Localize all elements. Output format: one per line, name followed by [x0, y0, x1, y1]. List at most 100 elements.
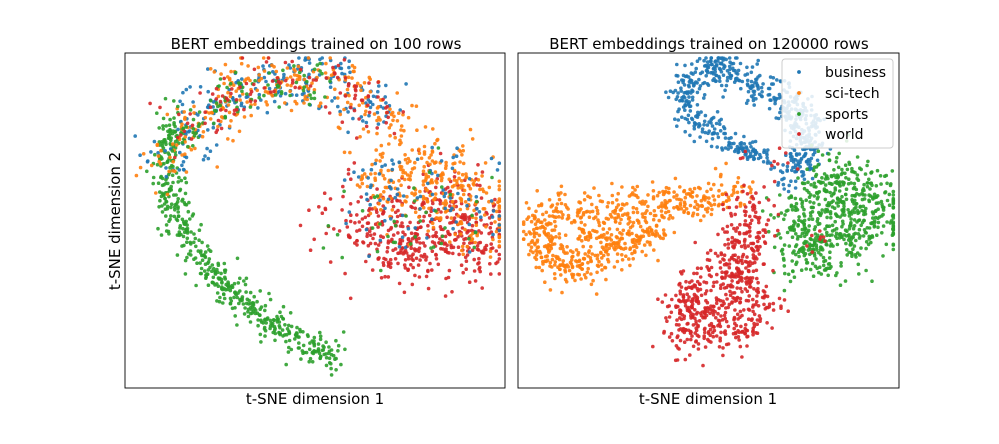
- scatter-point-sports: [817, 221, 822, 226]
- scatter-point-world: [353, 93, 358, 98]
- scatter-point-business: [714, 59, 718, 63]
- scatter-point-sports: [162, 202, 167, 206]
- scatter-point-sci-tech: [580, 267, 584, 271]
- scatter-point-sci-tech: [550, 265, 554, 269]
- scatter-point-sci-tech: [414, 104, 419, 108]
- scatter-point-world: [740, 279, 744, 283]
- scatter-point-world: [311, 78, 316, 82]
- scatter-point-sci-tech: [318, 101, 323, 105]
- scatter-point-sports: [881, 254, 885, 258]
- scatter-point-sports: [828, 210, 833, 214]
- scatter-point-sci-tech: [173, 169, 177, 174]
- scatter-point-sci-tech: [460, 153, 464, 157]
- scatter-point-sports: [247, 302, 251, 306]
- scatter-point-sci-tech: [412, 166, 417, 170]
- scatter-point-business: [733, 56, 738, 60]
- scatter-point-sports: [319, 354, 323, 359]
- scatter-point-sports: [849, 217, 853, 221]
- scatter-point-world: [479, 218, 483, 222]
- scatter-point-world: [770, 326, 774, 330]
- scatter-point-sci-tech: [578, 234, 582, 239]
- series-sports-points: [145, 61, 332, 174]
- scatter-point-world: [738, 286, 743, 291]
- scatter-point-business: [808, 163, 813, 167]
- scatter-point-business: [727, 56, 732, 60]
- scatter-point-business: [415, 157, 420, 161]
- scatter-point-sports: [842, 181, 846, 185]
- scatter-point-sports: [263, 308, 267, 313]
- scatter-point-world: [425, 232, 430, 237]
- scatter-point-world: [430, 249, 435, 253]
- scatter-point-sports: [439, 241, 444, 246]
- scatter-point-sports: [431, 245, 436, 249]
- scatter-point-world: [472, 257, 477, 262]
- scatter-point-world: [782, 298, 787, 302]
- scatter-point-world: [355, 213, 359, 217]
- scatter-point-sci-tech: [571, 272, 576, 277]
- scatter-point-sports: [795, 237, 800, 241]
- scatter-point-sports: [783, 271, 787, 276]
- scatter-point-sports: [808, 211, 813, 215]
- scatter-point-sports: [877, 215, 882, 219]
- scatter-point-world: [734, 272, 738, 277]
- scatter-point-business: [742, 142, 747, 146]
- scatter-point-business: [756, 75, 760, 79]
- scatter-point-sci-tech: [399, 167, 403, 172]
- scatter-point-sports: [809, 183, 813, 187]
- scatter-point-world: [726, 324, 731, 329]
- scatter-point-sci-tech: [415, 128, 419, 132]
- scatter-point-sports: [854, 202, 859, 206]
- scatter-point-world: [674, 322, 679, 327]
- scatter-point-sports: [159, 194, 164, 199]
- scatter-point-world: [283, 60, 288, 65]
- scatter-point-sports: [245, 297, 250, 302]
- scatter-point-sci-tech: [559, 273, 563, 277]
- scatter-point-world: [436, 262, 441, 267]
- scatter-point-sports: [890, 169, 895, 173]
- scatter-point-world: [749, 241, 753, 246]
- scatter-point-sports: [820, 153, 825, 157]
- legend-marker-business: [797, 70, 801, 74]
- scatter-point-world: [748, 284, 752, 289]
- scatter-point-world: [730, 240, 734, 244]
- scatter-point-sci-tech: [349, 102, 353, 107]
- scatter-point-world: [684, 286, 688, 291]
- scatter-point-world: [402, 263, 407, 267]
- scatter-point-business: [682, 83, 687, 87]
- scatter-point-world: [424, 274, 429, 279]
- scatter-point-sports: [328, 79, 332, 84]
- scatter-point-world: [278, 81, 283, 85]
- scatter-point-world: [275, 76, 280, 80]
- scatter-point-world: [216, 118, 221, 123]
- scatter-point-sci-tech: [552, 272, 557, 276]
- scatter-point-world: [438, 151, 443, 156]
- scatter-point-sports: [867, 234, 871, 239]
- scatter-point-sci-tech: [606, 259, 611, 264]
- scatter-point-world: [750, 218, 754, 223]
- scatter-point-business: [685, 117, 690, 122]
- scatter-point-sci-tech: [641, 215, 645, 219]
- scatter-point-world: [218, 99, 223, 104]
- scatter-point-world: [744, 260, 749, 264]
- scatter-point-sci-tech: [378, 118, 382, 122]
- scatter-point-business: [687, 120, 691, 125]
- scatter-point-sci-tech: [630, 240, 635, 244]
- scatter-point-business: [283, 91, 288, 96]
- scatter-point-sports: [277, 105, 282, 109]
- scatter-point-world: [262, 86, 267, 90]
- scatter-point-sci-tech: [427, 156, 432, 160]
- scatter-point-business: [454, 154, 459, 158]
- scatter-point-business: [710, 137, 715, 141]
- scatter-point-world: [694, 340, 698, 344]
- scatter-point-sci-tech: [568, 249, 573, 253]
- scatter-point-world: [746, 244, 750, 248]
- scatter-point-sci-tech: [403, 199, 407, 203]
- scatter-point-world: [740, 330, 744, 334]
- scatter-point-sports: [220, 280, 224, 284]
- scatter-point-sci-tech: [138, 165, 143, 170]
- scatter-point-business: [749, 70, 754, 75]
- scatter-point-sports: [289, 324, 294, 329]
- scatter-point-sports: [238, 81, 243, 86]
- scatter-point-sports: [249, 307, 254, 312]
- scatter-point-sci-tech: [675, 193, 679, 197]
